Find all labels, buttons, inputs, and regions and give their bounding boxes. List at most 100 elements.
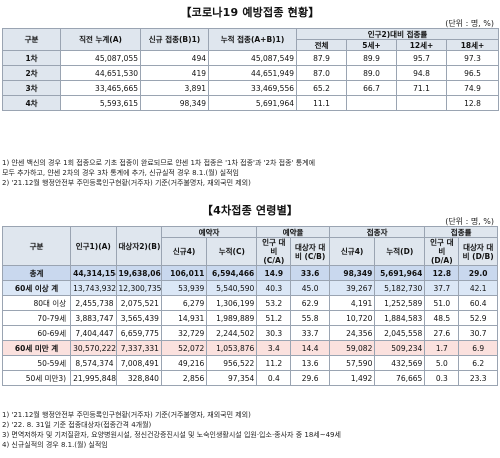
cell-tgt: 7,337,331 [115, 340, 162, 356]
cell-ab: 45,087,549 [208, 50, 297, 66]
cell-rp: 0.4 [256, 370, 292, 386]
cell-b: 98,349 [140, 95, 209, 111]
cell-vt: 6.2 [458, 355, 498, 371]
cell-a: 5,593,615 [60, 95, 141, 111]
header-rate-12plus: 12세+ [396, 39, 447, 51]
header-vac-cum: 누적(D) [374, 237, 426, 266]
cell-r12: 94.8 [396, 65, 447, 81]
cell-vp: 27.6 [424, 325, 460, 341]
cell-a: 45,087,055 [60, 50, 141, 66]
header-res-pop: 인구 대비 (C/A) [256, 237, 292, 266]
footnote: 모두 추가하고, 얀센 2차의 경우 3차 통계에 추가, 신규실적 경우 8.… [2, 169, 239, 177]
cell-rc: 956,522 [206, 355, 258, 371]
table-row: 4차 5,593,615 98,349 5,691,964 11.1 12.8 [2, 95, 499, 111]
cell-r18: 12.8 [446, 95, 499, 111]
cell-vc: 76,665 [374, 370, 426, 386]
cell-tgt: 7,008,491 [115, 355, 162, 371]
vaccination-status-title: 【코로나19 예방접종 현황】 [180, 6, 320, 19]
cell-rt: 62.9 [290, 295, 330, 311]
cell-vp: 12.8 [424, 265, 460, 281]
cell-vn: 57,590 [328, 355, 376, 371]
cell-all: 87.0 [296, 65, 347, 81]
cell-vc: 1,252,589 [374, 295, 426, 311]
cell-rp: 53.2 [256, 295, 292, 311]
cell-b: 419 [140, 65, 209, 81]
row-label: 70-79세 [1, 310, 72, 326]
fourth-dose-age-title: 【4차접종 연령별】 [201, 204, 299, 217]
row-label: 50세 미만3) [1, 370, 72, 386]
table-row: 50세 미만3) 21,995,848 328,840 2,856 97,354 0.4 2… [1, 370, 498, 386]
cell-rp: 30.3 [256, 325, 292, 341]
row-label: 총계 [1, 265, 72, 281]
header-rate-18plus: 18세+ [446, 39, 499, 51]
cell-vn: 1,492 [328, 370, 376, 386]
header-res-new: 신규4) [160, 237, 208, 266]
header-res-cum: 누적(C) [206, 237, 258, 266]
cell-tgt: 12,300,735 [115, 280, 162, 296]
header-vac-tgt: 대상자 대비 (D/B) [458, 237, 498, 266]
cell-vc: 509,234 [374, 340, 426, 356]
cell-rp: 51.2 [256, 310, 292, 326]
cell-vp: 1.7 [424, 340, 460, 356]
header-vaccinated: 접종자 [328, 226, 426, 238]
row-label: 60세 이상 계 [1, 280, 72, 296]
cell-pop: 7,404,447 [70, 325, 117, 341]
cell-rn: 106,011 [160, 265, 208, 281]
cell-vn: 59,082 [328, 340, 376, 356]
table-row: 60-69세 7,404,447 6,659,775 32,729 2,244,502 3… [1, 325, 498, 341]
cell-ab: 33,469,556 [208, 80, 297, 96]
cell-rp: 40.3 [256, 280, 292, 296]
table-row: 60세 이상 계 13,743,932 12,300,735 53,939 5,540,… [1, 280, 498, 296]
cell-tgt: 328,840 [115, 370, 162, 386]
fourth-dose-age-table: 구분 인구1)(A) 대상자2)(B) 예약자 예약율 접종자 접종률 신규4)… [1, 226, 498, 386]
cell-a: 33,465,665 [60, 80, 141, 96]
header-category: 구분 [1, 226, 72, 266]
cell-rt: 14.4 [290, 340, 330, 356]
cell-rn: 6,279 [160, 295, 208, 311]
cell-vc: 5,182,730 [374, 280, 426, 296]
cell-vt: 52.9 [458, 310, 498, 326]
cell-vp: 51.0 [424, 295, 460, 311]
cell-vn: 10,720 [328, 310, 376, 326]
cell-rc: 2,244,502 [206, 325, 258, 341]
cell-pop: 44,314,154 [70, 265, 117, 281]
cell-pop: 21,995,848 [70, 370, 117, 386]
cell-tgt: 3,565,439 [115, 310, 162, 326]
cell-vc: 2,045,558 [374, 325, 426, 341]
cell-r12: 95.7 [396, 50, 447, 66]
cell-pop: 30,570,222 [70, 340, 117, 356]
footnote: 1) 얀센 백신의 경우 1회 접종으로 기초 접종이 완료되므로 얀센 1차 … [2, 159, 316, 167]
cell-b: 494 [140, 50, 209, 66]
table-row: 80대 이상 2,455,738 2,075,521 6,279 1,306,199 53… [1, 295, 498, 311]
header-rate-group: 인구2)대비 접종률 [296, 28, 499, 40]
cell-r18: 97.3 [446, 50, 499, 66]
cell-rc: 1,989,889 [206, 310, 258, 326]
cell-rp: 3.4 [256, 340, 292, 356]
cell-vt: 42.1 [458, 280, 498, 296]
cell-vt: 23.3 [458, 370, 498, 386]
row-label: 1차 [2, 50, 61, 66]
cell-all: 11.1 [296, 95, 347, 111]
cell-vt: 30.7 [458, 325, 498, 341]
header-reservations: 예약자 [160, 226, 258, 238]
cell-pop: 13,743,932 [70, 280, 117, 296]
table-row: 2차 44,651,530 419 44,651,949 87.0 89.0 94.8 96.… [2, 65, 499, 81]
cell-rn: 2,856 [160, 370, 208, 386]
header-target: 대상자2)(B) [115, 226, 162, 266]
cell-rc: 1,053,876 [206, 340, 258, 356]
cell-tgt: 2,075,521 [115, 295, 162, 311]
cell-all: 87.9 [296, 50, 347, 66]
footnote: 1) '21.12월 행정안전부 주민등록인구현황(거주자) 기준(거주불명자,… [2, 411, 251, 419]
cell-vt: 60.4 [458, 295, 498, 311]
cell-tgt: 6,659,775 [115, 325, 162, 341]
cell-rt: 13.6 [290, 355, 330, 371]
cell-rn: 52,072 [160, 340, 208, 356]
header-vac-pop: 인구 대비 (D/A) [424, 237, 460, 266]
cell-vc: 432,569 [374, 355, 426, 371]
cell-rt: 55.8 [290, 310, 330, 326]
header-rate-5plus: 5세+ [346, 39, 397, 51]
vaccination-status-table: 구분 직전 누계(A) 신규 접종(B)1) 누적 접종(A+B)1) 인구2)… [2, 28, 499, 111]
cell-vp: 0.3 [424, 370, 460, 386]
cell-tgt: 19,638,066 [115, 265, 162, 281]
cell-rc: 97,354 [206, 370, 258, 386]
